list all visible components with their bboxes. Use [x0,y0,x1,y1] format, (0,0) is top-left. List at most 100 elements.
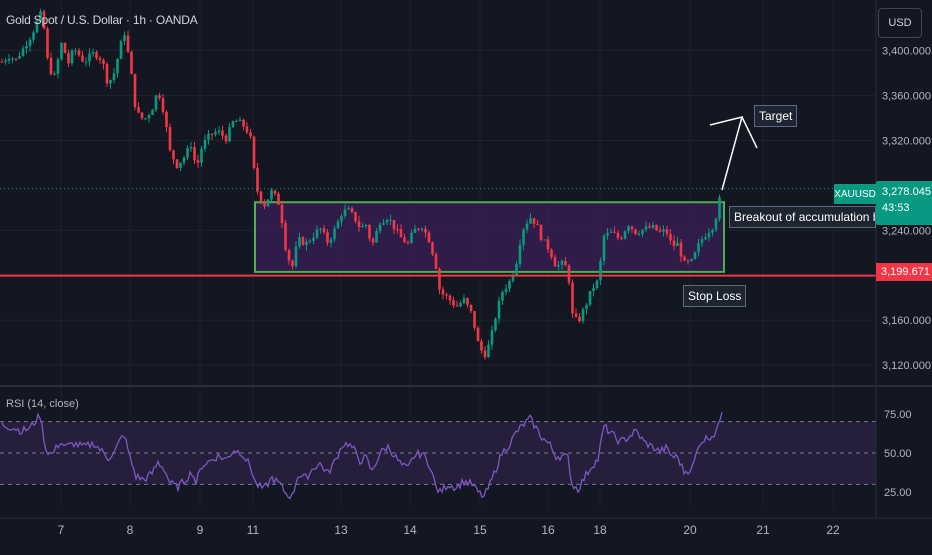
candle-body [333,228,336,240]
candle-body [546,239,550,250]
candle-body [147,115,151,119]
candle-body [21,48,25,56]
candle-body [466,298,469,305]
candle-body [445,294,448,296]
candle-body [462,298,466,303]
candle-body [98,58,102,60]
candle-body [151,109,154,116]
candle-body [403,237,406,243]
candle-body [704,237,707,240]
candle-body [571,282,574,314]
candle-body [28,39,32,47]
candle-body [564,261,567,266]
candle-body [490,330,494,345]
candle-body [714,218,718,230]
candle-body [431,242,434,255]
symbol-tag: XAUUSD [834,184,876,204]
candle-body [102,59,105,65]
candle-body [609,231,613,233]
candle-body [602,235,606,261]
candle-body [378,224,382,232]
candle-body [305,241,308,245]
candle-body [483,350,487,358]
candle-body [91,52,95,54]
candle-body [508,280,511,289]
candle-body [620,237,623,239]
candle-body [627,226,630,232]
rsi-title[interactable]: RSI (14, close) [6,398,79,410]
price-tick-label: 3,400.000 [882,46,931,58]
candle-body [357,221,361,228]
candle-body [32,32,35,40]
candle-body [186,148,189,158]
candle-body [427,232,431,243]
candle-body [623,231,627,239]
time-tick-label: 18 [593,523,607,537]
candle-body [676,242,679,247]
candle-body [588,290,592,305]
candle-body [172,150,175,160]
candle-body [504,288,508,292]
rsi-pane [0,412,876,500]
candle-body [672,240,676,247]
target-label[interactable]: Target [754,105,798,127]
bar-countdown: 43:53 [882,202,910,214]
candle-body [567,265,571,283]
candle-body [606,232,609,236]
currency-button[interactable]: USD [878,8,922,38]
stop-loss-label[interactable]: Stop Loss [683,285,747,307]
candle-body [648,226,651,228]
time-tick-label: 14 [403,523,417,537]
price-tick-label: 3,240.000 [882,225,931,237]
candle-body [277,193,280,205]
candle-body [287,249,291,261]
candle-body [396,229,399,231]
candle-body [399,229,403,238]
symbol-title[interactable]: Gold Spot / U.S. Dollar · 1h · OANDA [6,13,198,27]
candle-body [707,232,711,238]
candle-body [340,215,343,222]
candle-body [179,162,182,168]
candle-body [655,224,658,231]
candle-body [557,264,560,267]
candle-body [616,232,620,238]
candle-body [259,191,263,202]
candle-body [539,225,543,240]
candle-body [252,136,256,168]
candle-body [406,242,410,244]
candle-body [266,199,270,207]
candle-body [487,344,490,358]
candle-body [697,243,700,253]
candle-body [35,21,39,33]
time-tick-label: 8 [127,523,134,537]
candle-body [25,46,28,49]
candle-body [494,318,497,331]
candle-body [249,132,252,137]
candle-body [137,107,140,113]
price-tick-label: 3,320.000 [882,135,931,147]
candle-body [634,229,637,235]
candle-body [665,229,669,234]
candle-body [18,55,21,59]
target-arrow-line [709,115,744,191]
candle-body [410,232,413,243]
candle-body [67,53,70,64]
candle-body [585,304,588,310]
candle-body [476,327,480,342]
candle-body [420,228,424,230]
candle-body [315,229,319,238]
accumulation-box[interactable] [254,201,725,273]
candle-body [424,228,427,233]
candle-body [354,211,357,222]
candle-body [480,341,483,351]
candle-body [497,300,501,319]
candle-body [322,228,326,233]
breakout-label[interactable]: Breakout of accumulation bo [729,206,876,228]
candle-body [326,232,329,243]
axes: 3,400.000 3,360.000 3,320.000 3,240.000 3,16… [0,0,932,537]
candle-body [522,229,525,245]
candle-body [210,133,214,135]
candle-body [200,148,203,163]
